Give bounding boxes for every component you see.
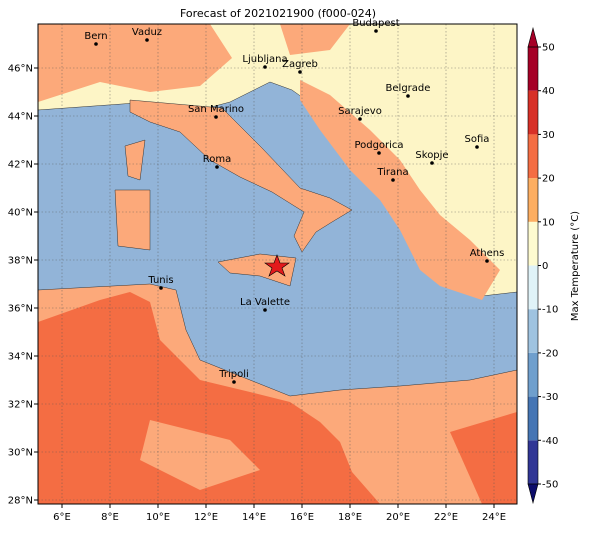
city-marker bbox=[232, 380, 236, 384]
colorbar-tick-label: 40 bbox=[542, 86, 555, 97]
colorbar-tick-label: -50 bbox=[542, 480, 558, 491]
colorbar-segment bbox=[528, 221, 538, 266]
city-marker bbox=[391, 178, 395, 182]
colorbar-tick-label: -30 bbox=[542, 392, 558, 403]
lon-tick-label: 18°E bbox=[338, 512, 362, 523]
city-label: Tripoli bbox=[218, 369, 249, 380]
lat-tick-label: 30°N bbox=[8, 448, 33, 459]
city-marker bbox=[430, 161, 434, 165]
lat-tick-label: 28°N bbox=[8, 496, 33, 507]
city-label: La Valette bbox=[240, 297, 290, 308]
city-marker bbox=[214, 115, 218, 119]
city-label: Athens bbox=[470, 248, 505, 259]
city-label: Vaduz bbox=[132, 27, 162, 38]
colorbar-extend-bottom bbox=[527, 483, 539, 505]
city-marker bbox=[263, 308, 267, 312]
colorbar-label: Max Temperature (°C) bbox=[570, 211, 581, 321]
city-label: Skopje bbox=[415, 150, 448, 161]
colorbar-segment bbox=[528, 90, 538, 135]
colorbar-segment bbox=[528, 396, 538, 441]
lat-tick-label: 36°N bbox=[8, 304, 33, 315]
colorbar-tick-label: 10 bbox=[542, 217, 555, 228]
lon-tick-label: 16°E bbox=[290, 512, 314, 523]
city-marker bbox=[374, 29, 378, 33]
title: Forecast of 2021021900 (f000-024) bbox=[180, 7, 376, 20]
city-label: Podgorica bbox=[354, 140, 403, 151]
colorbar-segment bbox=[528, 134, 538, 179]
colorbar-tick-label: 30 bbox=[542, 130, 555, 141]
city-label: Budapest bbox=[352, 18, 399, 29]
city-label: Tunis bbox=[147, 275, 173, 286]
city-label: Sarajevo bbox=[338, 106, 382, 117]
city-label: Bern bbox=[84, 31, 107, 42]
colorbar-tick-label: 20 bbox=[542, 174, 555, 185]
colorbar-tick-label: -40 bbox=[542, 436, 558, 447]
city-label: San Marino bbox=[188, 104, 244, 115]
colorbar-segment bbox=[528, 440, 538, 484]
city-marker bbox=[215, 165, 219, 169]
forecast-location bbox=[264, 254, 290, 277]
map-frame bbox=[37, 23, 518, 505]
colorbar-segment bbox=[528, 309, 538, 353]
lat-tick-label: 40°N bbox=[8, 208, 33, 219]
colorbar-tick-label: -10 bbox=[542, 305, 558, 316]
city-label: Belgrade bbox=[386, 83, 431, 94]
lat-tick-label: 44°N bbox=[8, 112, 33, 123]
lon-tick-label: 12°E bbox=[194, 512, 218, 523]
colorbar-tick-label: 50 bbox=[542, 43, 555, 54]
city-marker bbox=[475, 145, 479, 149]
lon-tick-label: 14°E bbox=[242, 512, 266, 523]
colorbar-tick-label: -20 bbox=[542, 348, 558, 359]
city-marker bbox=[377, 151, 381, 155]
lon-tick-label: 10°E bbox=[146, 512, 170, 523]
lon-tick-label: 20°E bbox=[386, 512, 410, 523]
colorbar-segment bbox=[528, 352, 538, 397]
city-label: Zagreb bbox=[282, 59, 318, 70]
lat-tick-label: 34°N bbox=[8, 352, 33, 363]
city-marker bbox=[358, 117, 362, 121]
city-marker bbox=[406, 94, 410, 98]
lon-tick-label: 22°E bbox=[434, 512, 458, 523]
city-label: Roma bbox=[203, 154, 232, 165]
city-marker bbox=[485, 259, 489, 263]
city-label: Tirana bbox=[376, 167, 408, 178]
lat-tick-label: 38°N bbox=[8, 256, 33, 267]
lon-tick-label: 24°E bbox=[482, 512, 506, 523]
city-label: Sofia bbox=[465, 134, 490, 145]
city-marker bbox=[159, 286, 163, 290]
city-marker bbox=[298, 70, 302, 74]
colorbar-segment bbox=[528, 178, 538, 222]
city-label: Ljubljana bbox=[242, 54, 287, 65]
colorbar-segment bbox=[528, 47, 538, 91]
colorbar: -50 -40 -30 -20 -10 0 10 20 30 40 50 bbox=[527, 26, 558, 505]
city-marker bbox=[145, 38, 149, 42]
lon-tick-label: 8°E bbox=[101, 512, 119, 523]
city-marker bbox=[94, 42, 98, 46]
colorbar-segment bbox=[528, 265, 538, 310]
colorbar-extend-top bbox=[527, 26, 539, 48]
city-marker bbox=[263, 65, 267, 69]
lat-tick-label: 46°N bbox=[8, 64, 33, 75]
lat-tick-label: 42°N bbox=[8, 160, 33, 171]
lat-tick-label: 32°N bbox=[8, 400, 33, 411]
colorbar-tick-label: 0 bbox=[542, 261, 548, 272]
lon-tick-label: 6°E bbox=[53, 512, 71, 523]
